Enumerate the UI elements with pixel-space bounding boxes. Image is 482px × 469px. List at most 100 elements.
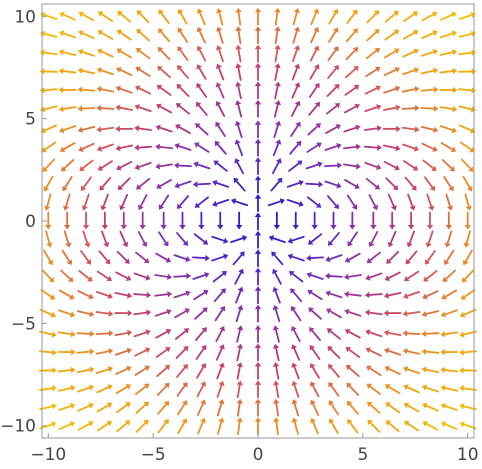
- field-arrow: [214, 306, 226, 322]
- field-arrow: [39, 330, 57, 338]
- field-arrow: [384, 48, 400, 59]
- field-arrow: [236, 380, 243, 399]
- field-arrow: [176, 400, 188, 416]
- field-arrow: [287, 235, 305, 244]
- field-arrow: [344, 328, 361, 339]
- field-arrow: [136, 177, 151, 190]
- field-arrow: [254, 304, 262, 323]
- field-arrow: [384, 365, 401, 375]
- field-arrow: [97, 48, 114, 58]
- field-arrow: [305, 161, 323, 170]
- field-arrow: [328, 8, 339, 25]
- field-arrow: [290, 100, 301, 117]
- field-arrow: [254, 120, 262, 139]
- field-arrow: [96, 126, 115, 133]
- field-arrow: [176, 83, 190, 97]
- field-arrow: [254, 44, 262, 63]
- field-arrow: [274, 26, 281, 45]
- field-arrow: [234, 139, 244, 157]
- field-arrow: [344, 308, 362, 317]
- field-arrow: [233, 177, 246, 192]
- field-arrow: [59, 142, 76, 153]
- field-arrow: [234, 268, 244, 285]
- field-arrow: [176, 382, 188, 397]
- field-arrow: [441, 421, 458, 430]
- field-arrow: [158, 194, 170, 210]
- field-arrow: [58, 49, 77, 56]
- field-arrow: [62, 193, 71, 211]
- field-arrow: [290, 121, 301, 137]
- field-arrow: [254, 325, 262, 343]
- field-arrow: [177, 418, 188, 434]
- field-arrow: [254, 398, 262, 417]
- field-arrow: [58, 421, 75, 430]
- field-arrow: [57, 348, 76, 356]
- field-arrow: [194, 142, 210, 153]
- field-arrow: [383, 85, 401, 94]
- field-arrow: [193, 289, 209, 301]
- field-arrow: [176, 363, 188, 378]
- field-arrow: [173, 290, 191, 299]
- field-arrow: [289, 271, 304, 283]
- field-arrow: [135, 401, 149, 414]
- field-arrow: [273, 398, 280, 417]
- field-arrow: [194, 196, 209, 208]
- field-arrow: [271, 158, 282, 175]
- field-arrow: [440, 309, 458, 318]
- x-tick-label: 10: [457, 445, 479, 465]
- field-arrow: [114, 309, 133, 317]
- field-arrow: [254, 157, 262, 176]
- field-arrow: [459, 124, 476, 134]
- field-arrow: [40, 11, 58, 20]
- field-arrow: [215, 45, 224, 63]
- field-arrow: [95, 366, 113, 375]
- field-arrow: [422, 402, 439, 412]
- field-arrow: [441, 289, 458, 300]
- field-arrow: [384, 29, 400, 41]
- field-arrow: [61, 249, 73, 265]
- field-arrow: [290, 288, 303, 303]
- field-arrow: [78, 142, 95, 152]
- field-arrow: [442, 269, 456, 283]
- field-arrow: [235, 44, 242, 63]
- field-arrow: [215, 63, 225, 81]
- field-arrow: [439, 86, 458, 94]
- field-arrow: [76, 330, 95, 337]
- field-arrow: [236, 343, 244, 362]
- field-arrow: [343, 273, 362, 281]
- field-arrow: [174, 162, 192, 169]
- field-arrow: [254, 361, 262, 380]
- field-arrow: [42, 158, 56, 172]
- field-arrow: [179, 211, 186, 230]
- field-arrow: [367, 419, 381, 433]
- field-arrow: [236, 362, 243, 380]
- field-arrow: [307, 233, 323, 245]
- field-arrow: [364, 162, 382, 171]
- field-arrow: [175, 103, 191, 115]
- field-arrow: [270, 177, 283, 192]
- field-arrow: [272, 343, 280, 362]
- field-arrow: [383, 309, 402, 317]
- field-arrow: [387, 193, 397, 211]
- field-arrow: [77, 421, 94, 431]
- field-arrow: [462, 249, 473, 266]
- field-arrow: [154, 273, 173, 281]
- field-arrow: [254, 230, 262, 249]
- field-arrow: [421, 348, 440, 355]
- field-arrow: [196, 363, 207, 379]
- field-arrow: [137, 230, 148, 247]
- field-arrow: [155, 163, 173, 170]
- field-arrow: [364, 291, 383, 299]
- field-arrow: [291, 399, 300, 417]
- field-arrow: [195, 101, 208, 116]
- field-arrow: [156, 364, 171, 377]
- field-arrow: [58, 402, 76, 411]
- field-arrow: [420, 86, 439, 93]
- field-arrow: [193, 161, 211, 170]
- field-arrow: [459, 308, 477, 318]
- field-arrow: [402, 330, 421, 337]
- field-arrow: [310, 417, 319, 435]
- y-tick-label: −5: [11, 314, 36, 334]
- field-arrow: [57, 366, 76, 374]
- field-arrow: [77, 290, 94, 300]
